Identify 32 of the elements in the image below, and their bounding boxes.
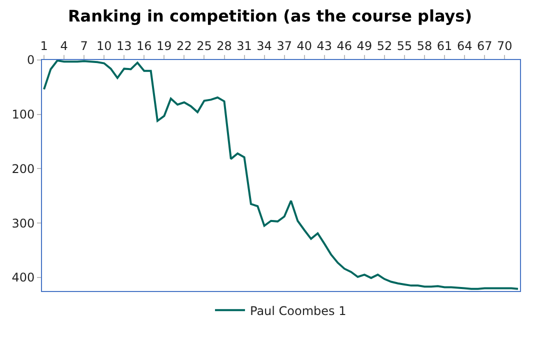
- x-tick-label: 55: [396, 39, 412, 54]
- x-tick-label: 40: [296, 39, 312, 54]
- x-tick-label: 16: [136, 39, 152, 54]
- x-tick-label: 58: [416, 39, 432, 54]
- x-tick-label: 10: [96, 39, 112, 54]
- x-tick-label: 22: [176, 39, 192, 54]
- legend-label: Paul Coombes 1: [250, 304, 346, 318]
- chart-title: Ranking in competition (as the course plays): [68, 6, 472, 26]
- x-tick-label: 49: [356, 39, 372, 54]
- x-tick-label: 64: [456, 39, 472, 54]
- x-tick-label: 67: [476, 39, 492, 54]
- x-tick-label: 70: [497, 39, 512, 54]
- x-tick-label: 25: [196, 39, 212, 54]
- y-tick-label: 400: [12, 270, 35, 285]
- x-tick-label: 43: [316, 39, 332, 54]
- y-tick-label: 100: [12, 108, 35, 122]
- x-tick-label: 28: [216, 39, 232, 54]
- x-tick-label: 46: [336, 39, 352, 54]
- x-tick-label: 13: [116, 39, 132, 54]
- x-tick-label: 7: [80, 39, 88, 54]
- x-tick-label: 34: [256, 39, 272, 54]
- y-tick-label: 300: [12, 216, 35, 230]
- y-tick-label: 200: [12, 162, 35, 176]
- x-tick-label: 52: [376, 39, 392, 54]
- y-tick-label: 0: [26, 53, 35, 68]
- x-tick-label: 4: [60, 39, 68, 54]
- x-tick-label: 37: [276, 39, 292, 54]
- x-tick-label: 31: [236, 39, 252, 54]
- x-tick-label: 19: [156, 39, 172, 54]
- line-series: [43, 60, 519, 290]
- x-tick-label: 1: [40, 39, 48, 54]
- x-tick-label: 61: [436, 39, 452, 54]
